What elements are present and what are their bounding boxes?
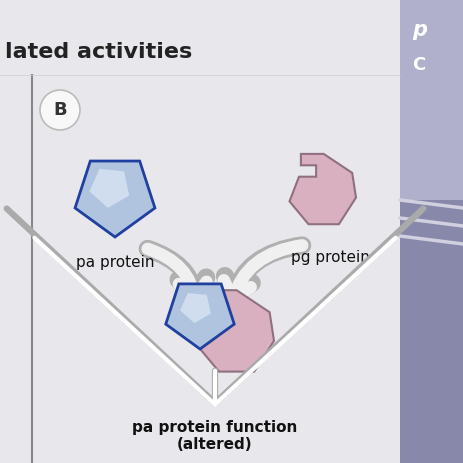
Text: pa protein function: pa protein function bbox=[132, 420, 298, 435]
FancyArrowPatch shape bbox=[148, 249, 206, 295]
Polygon shape bbox=[166, 284, 234, 349]
Text: lated activities: lated activities bbox=[5, 42, 192, 62]
FancyArrowPatch shape bbox=[225, 245, 302, 296]
Bar bbox=[400, 0, 463, 200]
Text: C: C bbox=[412, 56, 425, 74]
Text: (altered): (altered) bbox=[177, 437, 253, 452]
FancyArrowPatch shape bbox=[148, 249, 206, 300]
Text: pg protein: pg protein bbox=[291, 250, 369, 265]
Polygon shape bbox=[75, 161, 155, 237]
Polygon shape bbox=[197, 290, 274, 372]
FancyArrowPatch shape bbox=[224, 245, 302, 300]
Circle shape bbox=[40, 90, 80, 130]
Polygon shape bbox=[180, 293, 211, 323]
Text: pa protein: pa protein bbox=[76, 255, 154, 270]
Polygon shape bbox=[89, 169, 129, 208]
Text: p: p bbox=[412, 20, 427, 40]
Polygon shape bbox=[289, 154, 356, 224]
Bar bbox=[400, 0, 463, 463]
Text: B: B bbox=[53, 101, 67, 119]
